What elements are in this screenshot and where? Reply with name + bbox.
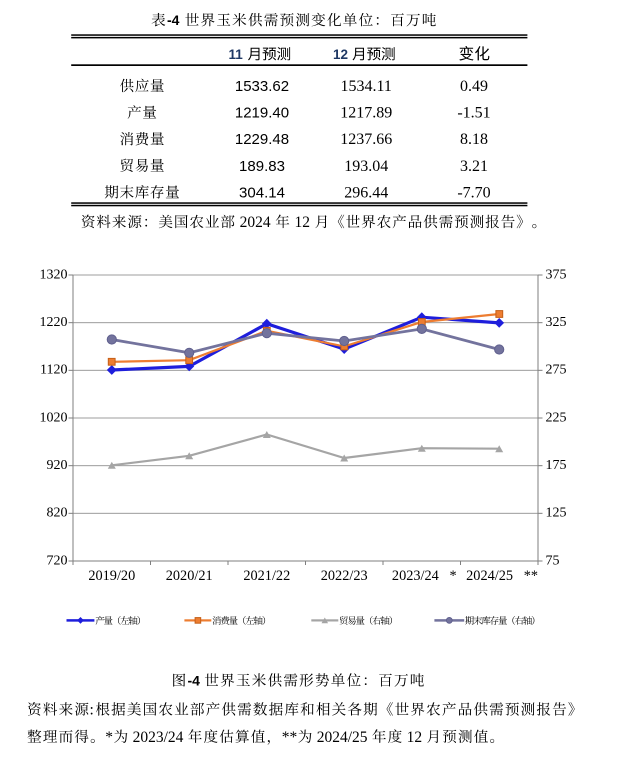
svg-text:1217.89: 1217.89 (340, 105, 392, 122)
svg-text:720: 720 (47, 553, 68, 568)
svg-text:193.04: 193.04 (344, 158, 388, 175)
svg-text:275: 275 (546, 363, 567, 378)
svg-text:8.18: 8.18 (460, 131, 488, 148)
svg-text:2024/25: 2024/25 (317, 729, 368, 746)
svg-text:1237.66: 1237.66 (340, 131, 392, 148)
svg-text:1229.48: 1229.48 (235, 131, 289, 148)
svg-text:12: 12 (407, 729, 423, 746)
svg-text:-7.70: -7.70 (457, 184, 490, 201)
svg-text:0.49: 0.49 (460, 78, 488, 95)
svg-text:304.14: 304.14 (239, 184, 285, 201)
svg-text:1120: 1120 (40, 363, 67, 378)
svg-text:296.44: 296.44 (344, 184, 388, 201)
svg-text:1320: 1320 (40, 267, 68, 282)
svg-text:2021/22: 2021/22 (243, 568, 290, 584)
svg-text:-1.51: -1.51 (457, 105, 490, 122)
svg-text:920: 920 (47, 458, 68, 473)
svg-text::: : (90, 702, 94, 719)
svg-text:820: 820 (47, 506, 68, 521)
svg-text:12: 12 (333, 47, 348, 62)
svg-text:2024/25 **: 2024/25 ** (466, 568, 538, 584)
svg-text:*: * (105, 729, 113, 746)
svg-text:1533.62: 1533.62 (235, 78, 289, 95)
svg-text:2023/24: 2023/24 (133, 729, 184, 746)
svg-text:**: ** (282, 729, 298, 746)
svg-text:2020/21: 2020/21 (166, 568, 213, 584)
svg-text:2023/24 *: 2023/24 * (392, 568, 457, 584)
svg-text:-4: -4 (188, 673, 201, 689)
svg-text:125: 125 (546, 506, 567, 521)
svg-text:2019/20: 2019/20 (88, 568, 135, 584)
svg-text:1219.40: 1219.40 (235, 105, 289, 122)
svg-text:12: 12 (295, 214, 311, 231)
svg-text:375: 375 (546, 267, 567, 282)
svg-text:2024: 2024 (240, 214, 271, 231)
svg-text:2022/23: 2022/23 (321, 568, 368, 584)
svg-text:325: 325 (546, 315, 567, 330)
svg-text:-4: -4 (167, 12, 180, 28)
svg-text:3.21: 3.21 (460, 158, 488, 175)
svg-text:11: 11 (229, 47, 244, 62)
svg-text:1020: 1020 (40, 410, 68, 425)
svg-text:225: 225 (546, 410, 567, 425)
svg-text:175: 175 (546, 458, 567, 473)
svg-text:189.83: 189.83 (239, 158, 285, 175)
svg-text:1220: 1220 (40, 315, 68, 330)
svg-text:75: 75 (546, 553, 560, 568)
svg-text:1534.11: 1534.11 (340, 78, 391, 95)
